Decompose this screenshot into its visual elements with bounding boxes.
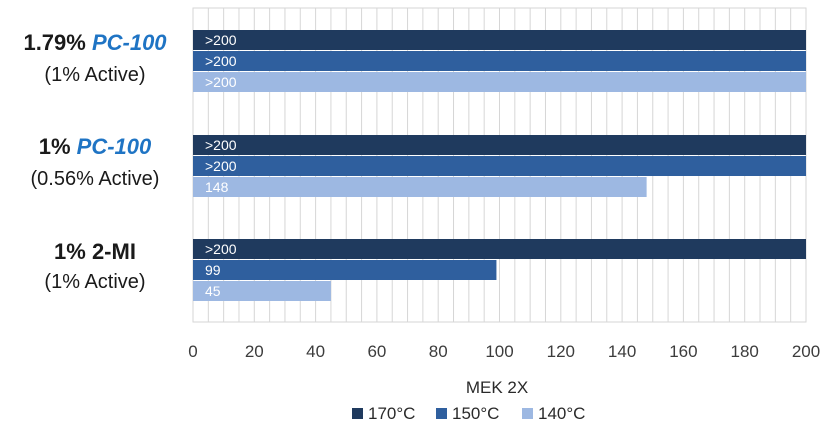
bar	[193, 72, 806, 92]
category-sublabel: (1% Active)	[44, 271, 145, 293]
legend: 170°C 150°C 140°C	[352, 404, 585, 423]
bar-value-label: >200	[205, 137, 237, 153]
bar	[193, 239, 806, 259]
category-label: 1% 2-MI	[54, 239, 136, 264]
legend-label: 150°C	[452, 404, 499, 423]
bar	[193, 260, 497, 280]
legend-swatch	[522, 408, 533, 419]
x-tick-label: 120	[547, 342, 575, 361]
category-label: 1.79% PC-100	[23, 30, 167, 55]
bar-value-label: >200	[205, 241, 237, 257]
bar-value-label: >200	[205, 158, 237, 174]
bar	[193, 135, 806, 155]
legend-swatch	[436, 408, 447, 419]
bar	[193, 177, 647, 197]
x-tick-label: 60	[367, 342, 386, 361]
bar-value-label: 99	[205, 262, 221, 278]
x-tick-label: 140	[608, 342, 636, 361]
category-sublabel: (0.56% Active)	[31, 168, 160, 190]
bar-value-label: >200	[205, 53, 237, 69]
bar-value-label: >200	[205, 74, 237, 90]
bar-value-label: >200	[205, 32, 237, 48]
x-tick-label: 200	[792, 342, 820, 361]
legend-label: 170°C	[368, 404, 415, 423]
x-tick-label: 20	[245, 342, 264, 361]
bar	[193, 51, 806, 71]
legend-label: 140°C	[538, 404, 585, 423]
x-tick-label: 40	[306, 342, 325, 361]
x-tick-label: 180	[731, 342, 759, 361]
category-sublabel: (1% Active)	[44, 64, 145, 86]
category-labels: 1.79% PC-100 (1% Active) 1% PC-100 (0.56% A…	[23, 30, 167, 293]
x-tick-label: 80	[429, 342, 448, 361]
x-tick-label: 160	[669, 342, 697, 361]
x-tick-label: 0	[188, 342, 197, 361]
bar	[193, 156, 806, 176]
bar-value-label: 148	[205, 179, 229, 195]
x-tick-labels: 0 20 40 60 80 100 120 140 160 180 200	[188, 342, 820, 361]
x-tick-label: 100	[485, 342, 513, 361]
bar-value-label: 45	[205, 283, 221, 299]
x-axis-title: MEK 2X	[466, 378, 528, 397]
legend-swatch	[352, 408, 363, 419]
bar	[193, 30, 806, 50]
bars: >200 >200 >200 >200 >200 99 >200 148 45	[193, 30, 806, 301]
bar	[193, 281, 331, 301]
category-label: 1% PC-100	[39, 134, 152, 159]
